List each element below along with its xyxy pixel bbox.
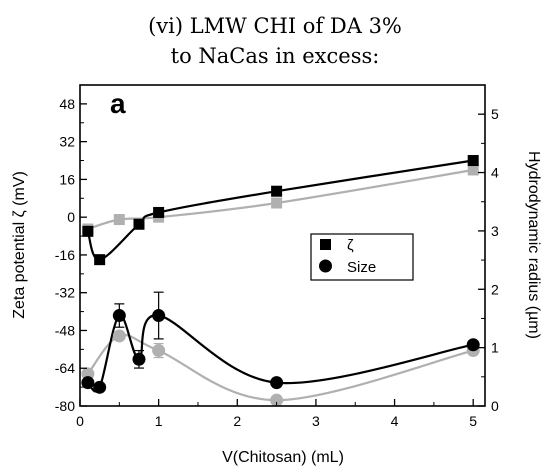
y-left-tick-label: 0 bbox=[67, 209, 75, 225]
legend-circle-marker bbox=[319, 259, 332, 273]
series-3-curve bbox=[87, 333, 474, 402]
y-right-tick-label: 3 bbox=[491, 223, 499, 239]
x-tick-label: 5 bbox=[469, 413, 477, 429]
series-0-point bbox=[271, 185, 283, 197]
plot-frame bbox=[79, 84, 486, 407]
y-left-tick-label: 16 bbox=[59, 171, 75, 187]
series-0-point bbox=[133, 218, 145, 230]
series-0-point bbox=[153, 206, 165, 218]
y-left-tick-label: -16 bbox=[55, 247, 75, 263]
panel-label: a bbox=[110, 88, 126, 119]
data-markers bbox=[81, 155, 480, 407]
series-0-curve bbox=[86, 159, 474, 261]
series-2-point bbox=[93, 380, 107, 394]
legend-square-marker bbox=[320, 239, 331, 250]
chart-title-line-2: to NaCas in excess: bbox=[170, 44, 380, 68]
x-tick-label: 2 bbox=[233, 413, 241, 429]
series-0-point bbox=[467, 155, 479, 167]
chart-title-line-1: (vi) LMW CHI of DA 3% bbox=[148, 14, 402, 38]
series-2-curve bbox=[87, 314, 474, 393]
y-left-tick-label: -80 bbox=[55, 398, 75, 414]
legend-entry-zeta: ζ bbox=[347, 237, 354, 254]
series-2-point bbox=[132, 352, 146, 366]
series-2-point bbox=[112, 309, 126, 323]
series-2-point bbox=[466, 338, 480, 352]
y-right-tick-label: 0 bbox=[491, 398, 499, 414]
y-left-tick-label: -48 bbox=[55, 322, 75, 338]
series-2-point bbox=[270, 376, 284, 390]
y-right-tick-label: 4 bbox=[491, 165, 499, 181]
series-0-point bbox=[94, 254, 106, 266]
series-3-point bbox=[152, 344, 166, 358]
y-right-tick-label: 1 bbox=[491, 340, 499, 356]
series-1-point bbox=[271, 197, 283, 209]
series-3-point bbox=[112, 329, 126, 343]
y-axis-left-label: Zeta potential ζ (mV) bbox=[11, 171, 28, 319]
legend: ζ Size bbox=[310, 233, 414, 281]
y-left-tick-label: 32 bbox=[59, 134, 75, 150]
x-tick-label: 4 bbox=[391, 413, 399, 429]
y-axis-right-label: Hydrodynamic radius (µm) bbox=[525, 151, 542, 339]
x-axis-label: V(Chitosan) (mL) bbox=[222, 449, 344, 466]
y-left-tick-label: 48 bbox=[59, 96, 75, 112]
series-2-point bbox=[81, 376, 95, 390]
series-2-point bbox=[152, 309, 166, 323]
series-1-point bbox=[113, 214, 125, 226]
legend-entry-size: Size bbox=[347, 259, 376, 276]
x-tick-label: 3 bbox=[312, 413, 320, 429]
x-tick-label: 0 bbox=[76, 413, 84, 429]
series-0-point bbox=[82, 225, 94, 237]
y-right-tick-label: 2 bbox=[491, 281, 499, 297]
x-tick-label: 1 bbox=[155, 413, 163, 429]
y-left-tick-label: -64 bbox=[55, 360, 75, 376]
y-left-tick-label: -32 bbox=[55, 285, 75, 301]
y-right-tick-label: 5 bbox=[491, 106, 499, 122]
series-3-point bbox=[270, 393, 284, 407]
series-1-point bbox=[467, 164, 479, 176]
